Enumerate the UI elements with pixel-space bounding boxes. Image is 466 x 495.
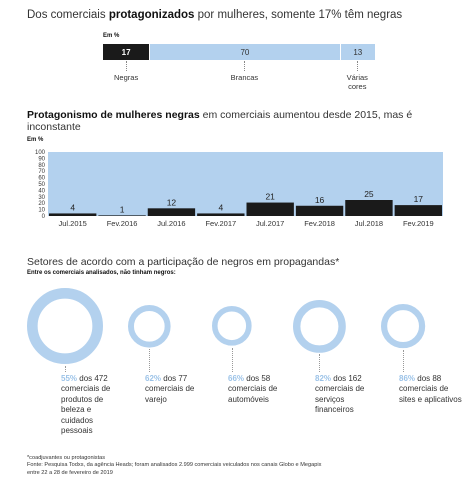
bar-value-label: 16 [315,195,325,205]
x-tick-label: Jul.2016 [157,219,185,228]
stack-chart-unit: Em % [103,33,120,39]
stack-label-2: Várias cores [346,73,368,92]
stack-label-0: Negras [114,73,139,82]
donut-label-1: 62% dos 77 comerciais de varejo [145,374,195,404]
stack-label-1: Brancas [230,73,259,82]
stack-label-stem [126,61,128,71]
donut-chart-2 [212,306,252,346]
stack-label-stem [244,61,246,71]
donut-slice-without-black [380,303,426,349]
donut-chart-1 [127,304,171,348]
x-tick-label: Jul.2017 [256,219,284,228]
bar-value-label: 25 [364,189,374,199]
x-tick-label: Fev.2018 [304,219,335,228]
y-tick-label: 50 [38,182,45,188]
donut-label-stem [149,349,150,372]
y-tick-label: 30 [38,195,45,201]
donut-percent: 82% [315,374,332,383]
donut-chart-3 [292,299,346,353]
stacked-bar: 17 70 13 [103,44,375,60]
donut-chart-4 [380,303,426,349]
donut-percent: 66% [228,374,245,383]
bar-value-label: 4 [218,202,223,212]
stack-segment-0: 17 [103,44,150,60]
y-tick-label: 90 [38,156,45,162]
donut-label-stem [319,354,320,372]
x-tick-label: Fev.2017 [205,219,236,228]
bar-value-label: 17 [414,194,424,204]
bar-chart-unit: Em % [27,137,44,143]
footnotes: *coadjuvantes ou protagonistas Fonte: Pe… [27,455,327,477]
y-tick-label: 80 [38,163,45,169]
donut-label-2: 66% dos 58 comerciais de automóveis [228,374,278,404]
bar-Fev.2016 [98,215,146,216]
donut-section-title: Setores de acordo com a participação de … [27,256,340,268]
donut-label-0: 55% dos 472 comerciais de produtos de be… [61,374,111,435]
x-tick-label: Fev.2016 [107,219,138,228]
stack-segment-2: 13 [339,44,375,60]
donut-chart-0 [26,287,104,365]
footnote-source: Fonte: Pesquisa Todxs, da agência Heads;… [27,462,322,476]
bar-Jul.2016 [147,208,196,216]
bar-Jul.2015 [49,213,97,216]
stack-label-stem [357,61,359,71]
donut-percent: 86% [399,374,416,383]
donut-label-stem [403,350,404,372]
donut-section-subtitle: Entre os comerciais analisados, não tinh… [27,270,176,276]
donut-percent: 62% [145,374,162,383]
donut-slice-without-black [127,304,171,348]
bar-chart-title: Protagonismo de mulheres negras em comer… [27,109,413,134]
y-tick-label: 70 [38,169,45,175]
x-tick-label: Jul.2018 [355,219,383,228]
bar-value-label: 12 [167,197,177,207]
x-tick-label: Jul.2015 [59,219,87,228]
y-tick-label: 0 [42,214,46,220]
donut-slice-without-black [212,306,252,346]
donut-label-stem [232,347,233,372]
bar-Fev.2019 [394,205,442,216]
stack-chart-title: Dos comerciais protagonizados por mulher… [27,9,403,21]
donut-label-stem [65,366,66,372]
bar-Jul.2017 [246,202,294,216]
stack-segment-1: 70 [149,44,340,60]
bar-Fev.2017 [197,213,245,216]
donut-slice-without-black [26,287,104,365]
donut-slice-without-black [292,299,346,353]
donut-label-4: 86% dos 88 comerciais de sites e aplicat… [399,374,462,404]
bar-value-label: 21 [265,192,275,202]
bar-value-label: 1 [120,204,125,214]
donut-percent: 55% [61,374,78,383]
y-tick-label: 10 [38,208,45,214]
y-tick-label: 60 [38,176,45,182]
donut-label-3: 82% dos 162 comerciais de serviços finan… [315,374,365,415]
bar-value-label: 4 [70,202,75,212]
y-tick-label: 100 [35,150,46,156]
x-tick-label: Fev.2019 [403,219,434,228]
footnote-asterisk: *coadjuvantes ou protagonistas [27,455,106,461]
bar-Fev.2018 [295,205,344,216]
y-tick-label: 20 [38,201,45,207]
y-tick-label: 40 [38,188,45,194]
bar-Jul.2018 [345,200,393,216]
